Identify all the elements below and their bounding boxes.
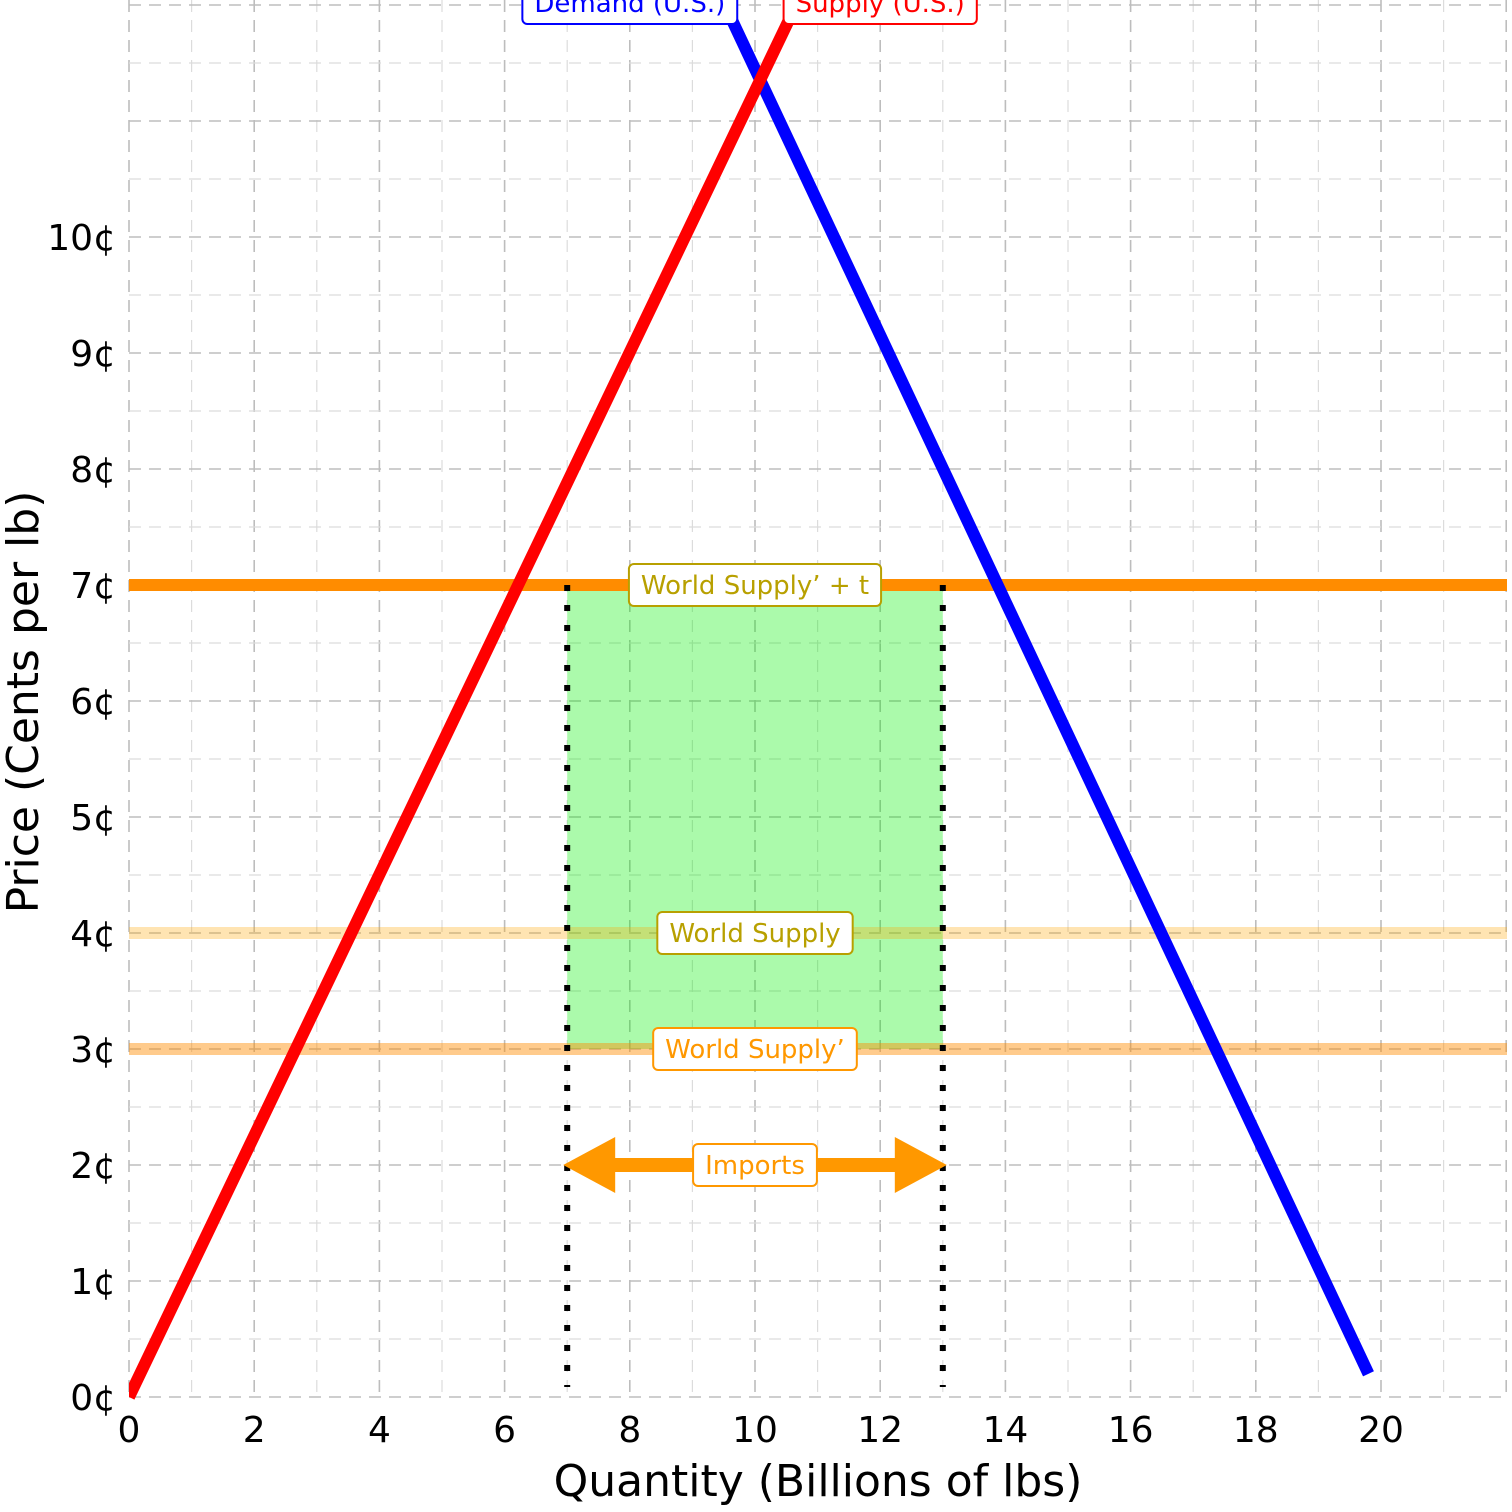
x-tick-label: 18 [1233, 1410, 1279, 1451]
series-line [715, 0, 1374, 1377]
tick-label-layer: 0 2 4 6 8 10 12 14 16 18 20 0¢ 1¢ 2¢ 3¢ 4¢ 5¢ 6¢ 7¢ 8¢ 9¢ 10¢ [47, 218, 1404, 1451]
hline-label-text: World Supply’ [665, 1035, 845, 1065]
x-tick-label: 14 [982, 1410, 1028, 1451]
grid [128, 0, 1507, 1398]
series-label-text: Supply (U.S.) [796, 0, 965, 19]
x-tick-label: 10 [732, 1410, 778, 1451]
imports-label-text: Imports [705, 1151, 805, 1181]
x-tick-label: 8 [618, 1410, 641, 1451]
shaded-region-layer [567, 585, 943, 1049]
y-tick-label: 8¢ [70, 450, 116, 491]
x-tick-label: 16 [1108, 1410, 1154, 1451]
hline-label-text: World Supply [669, 919, 840, 949]
hline-label: World Supply [656, 911, 854, 955]
y-tick-label: 6¢ [70, 682, 116, 723]
hline-label: World Supply’ + t [627, 563, 883, 607]
y-tick-label: 10¢ [47, 218, 116, 259]
shaded-region [567, 585, 943, 1049]
x-axis-title: Quantity (Billions of lbs) [554, 1456, 1083, 1507]
series-label-text: Demand (U.S.) [534, 0, 725, 19]
y-tick-label: 0¢ [70, 1378, 116, 1419]
curve-layer [129, 0, 1374, 1400]
x-tick-label: 20 [1358, 1410, 1404, 1451]
y-tick-label: 2¢ [70, 1146, 116, 1187]
y-tick-label: 4¢ [70, 914, 116, 955]
hline-label-text: World Supply’ + t [641, 571, 869, 601]
x-tick-label: 6 [493, 1410, 516, 1451]
series-label: Demand (U.S.) [521, 0, 739, 25]
y-tick-label: 3¢ [70, 1030, 116, 1071]
y-tick-label: 1¢ [70, 1262, 116, 1303]
series-line [129, 0, 806, 1400]
imports-arrowhead-left [563, 1137, 616, 1193]
x-tick-label: 0 [118, 1410, 141, 1451]
imports-arrowhead-right [894, 1137, 947, 1193]
x-tick-label: 2 [243, 1410, 266, 1451]
y-tick-label: 9¢ [70, 334, 116, 375]
x-tick-label: 12 [857, 1410, 903, 1451]
imports-label: Imports [692, 1143, 818, 1187]
y-tick-label: 7¢ [70, 566, 116, 607]
x-tick-label: 4 [368, 1410, 391, 1451]
y-tick-label: 5¢ [70, 798, 116, 839]
hline-label: World Supply’ [652, 1027, 858, 1071]
vline-layer [564, 585, 946, 1387]
y-axis-title: Price (Cents per lb) [0, 491, 49, 914]
series-label: Supply (U.S.) [782, 0, 978, 25]
label-layer: World Supply’ + t World Supply World Suppl… [521, 0, 978, 1187]
